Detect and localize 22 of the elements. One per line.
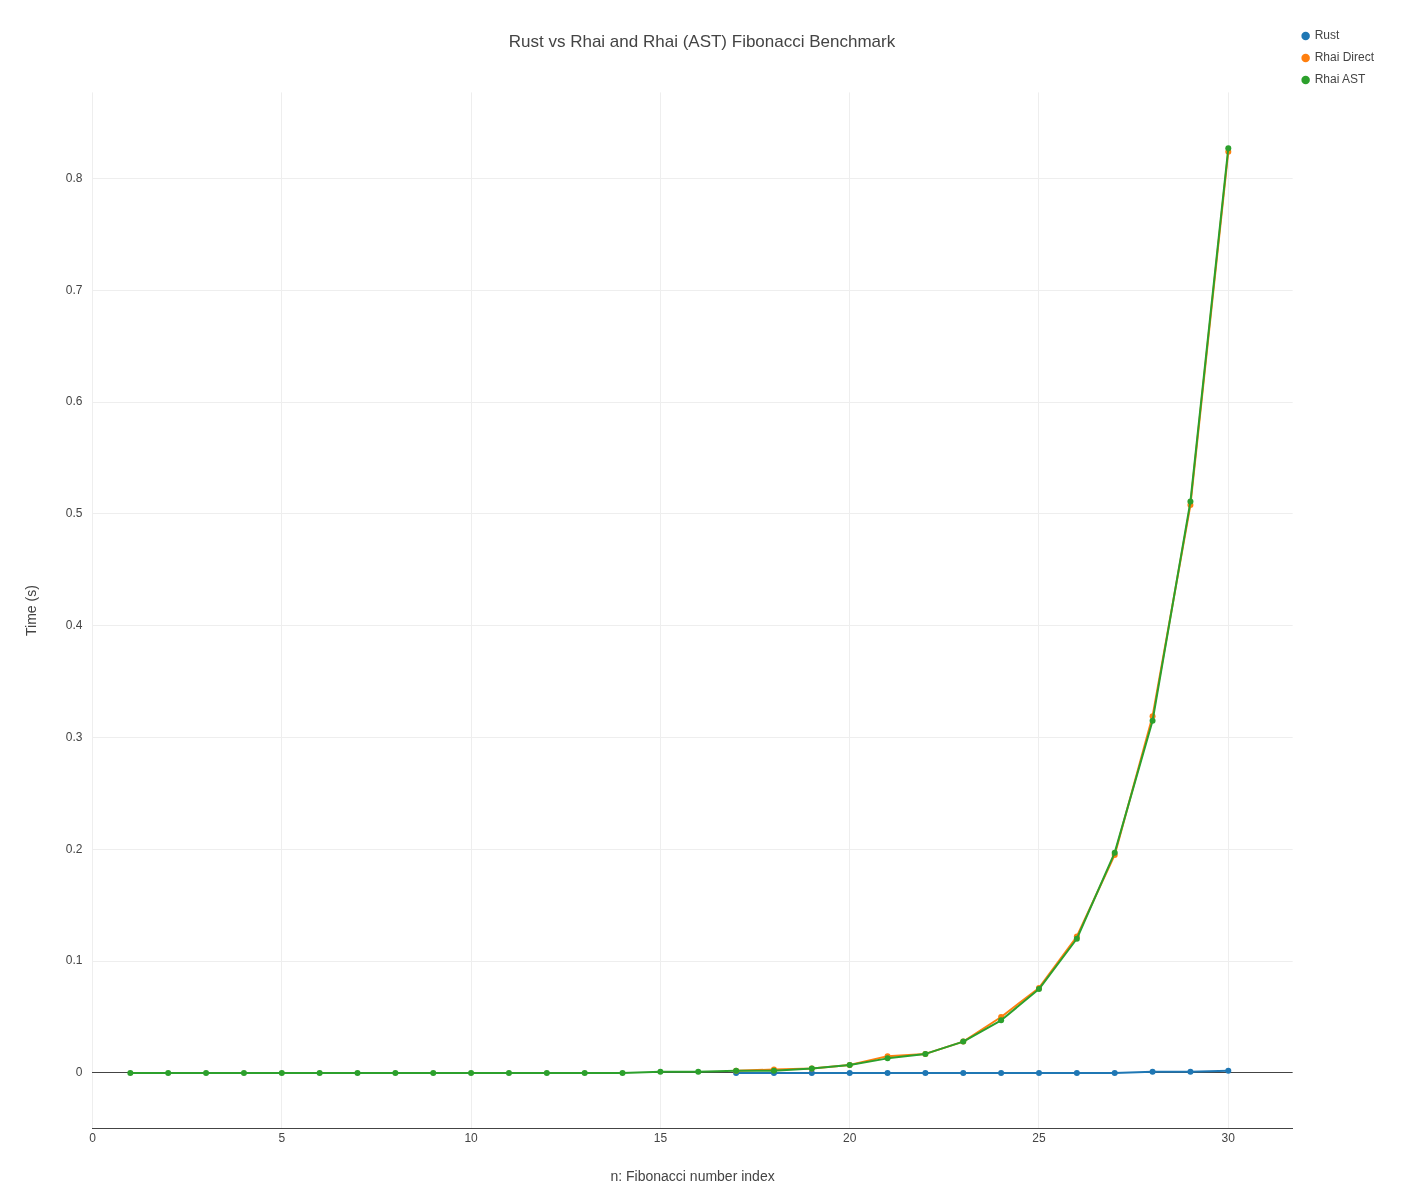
x-tick-label: 25: [1032, 1131, 1046, 1146]
x-tick-label: 20: [843, 1131, 857, 1146]
y-tick-label: 0.7: [65, 282, 83, 297]
y-tick-label: 0.3: [65, 729, 83, 744]
y-axis-title: Time (s): [23, 585, 40, 637]
x-tick-label: 15: [653, 1131, 668, 1146]
y-tick-label: 0.6: [65, 394, 83, 409]
y-tick-label: 0.4: [65, 618, 83, 633]
y-tick-label: 0: [75, 1065, 83, 1080]
legend-label: Rhai Direct: [1314, 50, 1375, 65]
x-tick-label: 0: [89, 1131, 97, 1146]
x-axis-title: n: Fibonacci number index: [610, 1168, 775, 1185]
x-tick-label: 30: [1221, 1131, 1236, 1146]
y-tick-label: 0.1: [65, 953, 83, 968]
y-tick-label: 0.2: [65, 841, 83, 856]
chart-title: Rust vs Rhai and Rhai (AST) Fibonacci Benchmark: [508, 31, 896, 51]
y-tick-label: 0.8: [65, 170, 83, 185]
legend-label: Rust: [1314, 28, 1340, 43]
legend-label: Rhai AST: [1314, 72, 1367, 87]
y-tick-label: 0.5: [65, 506, 83, 521]
x-tick-label: 10: [464, 1131, 479, 1146]
x-tick-label: 5: [278, 1131, 286, 1146]
